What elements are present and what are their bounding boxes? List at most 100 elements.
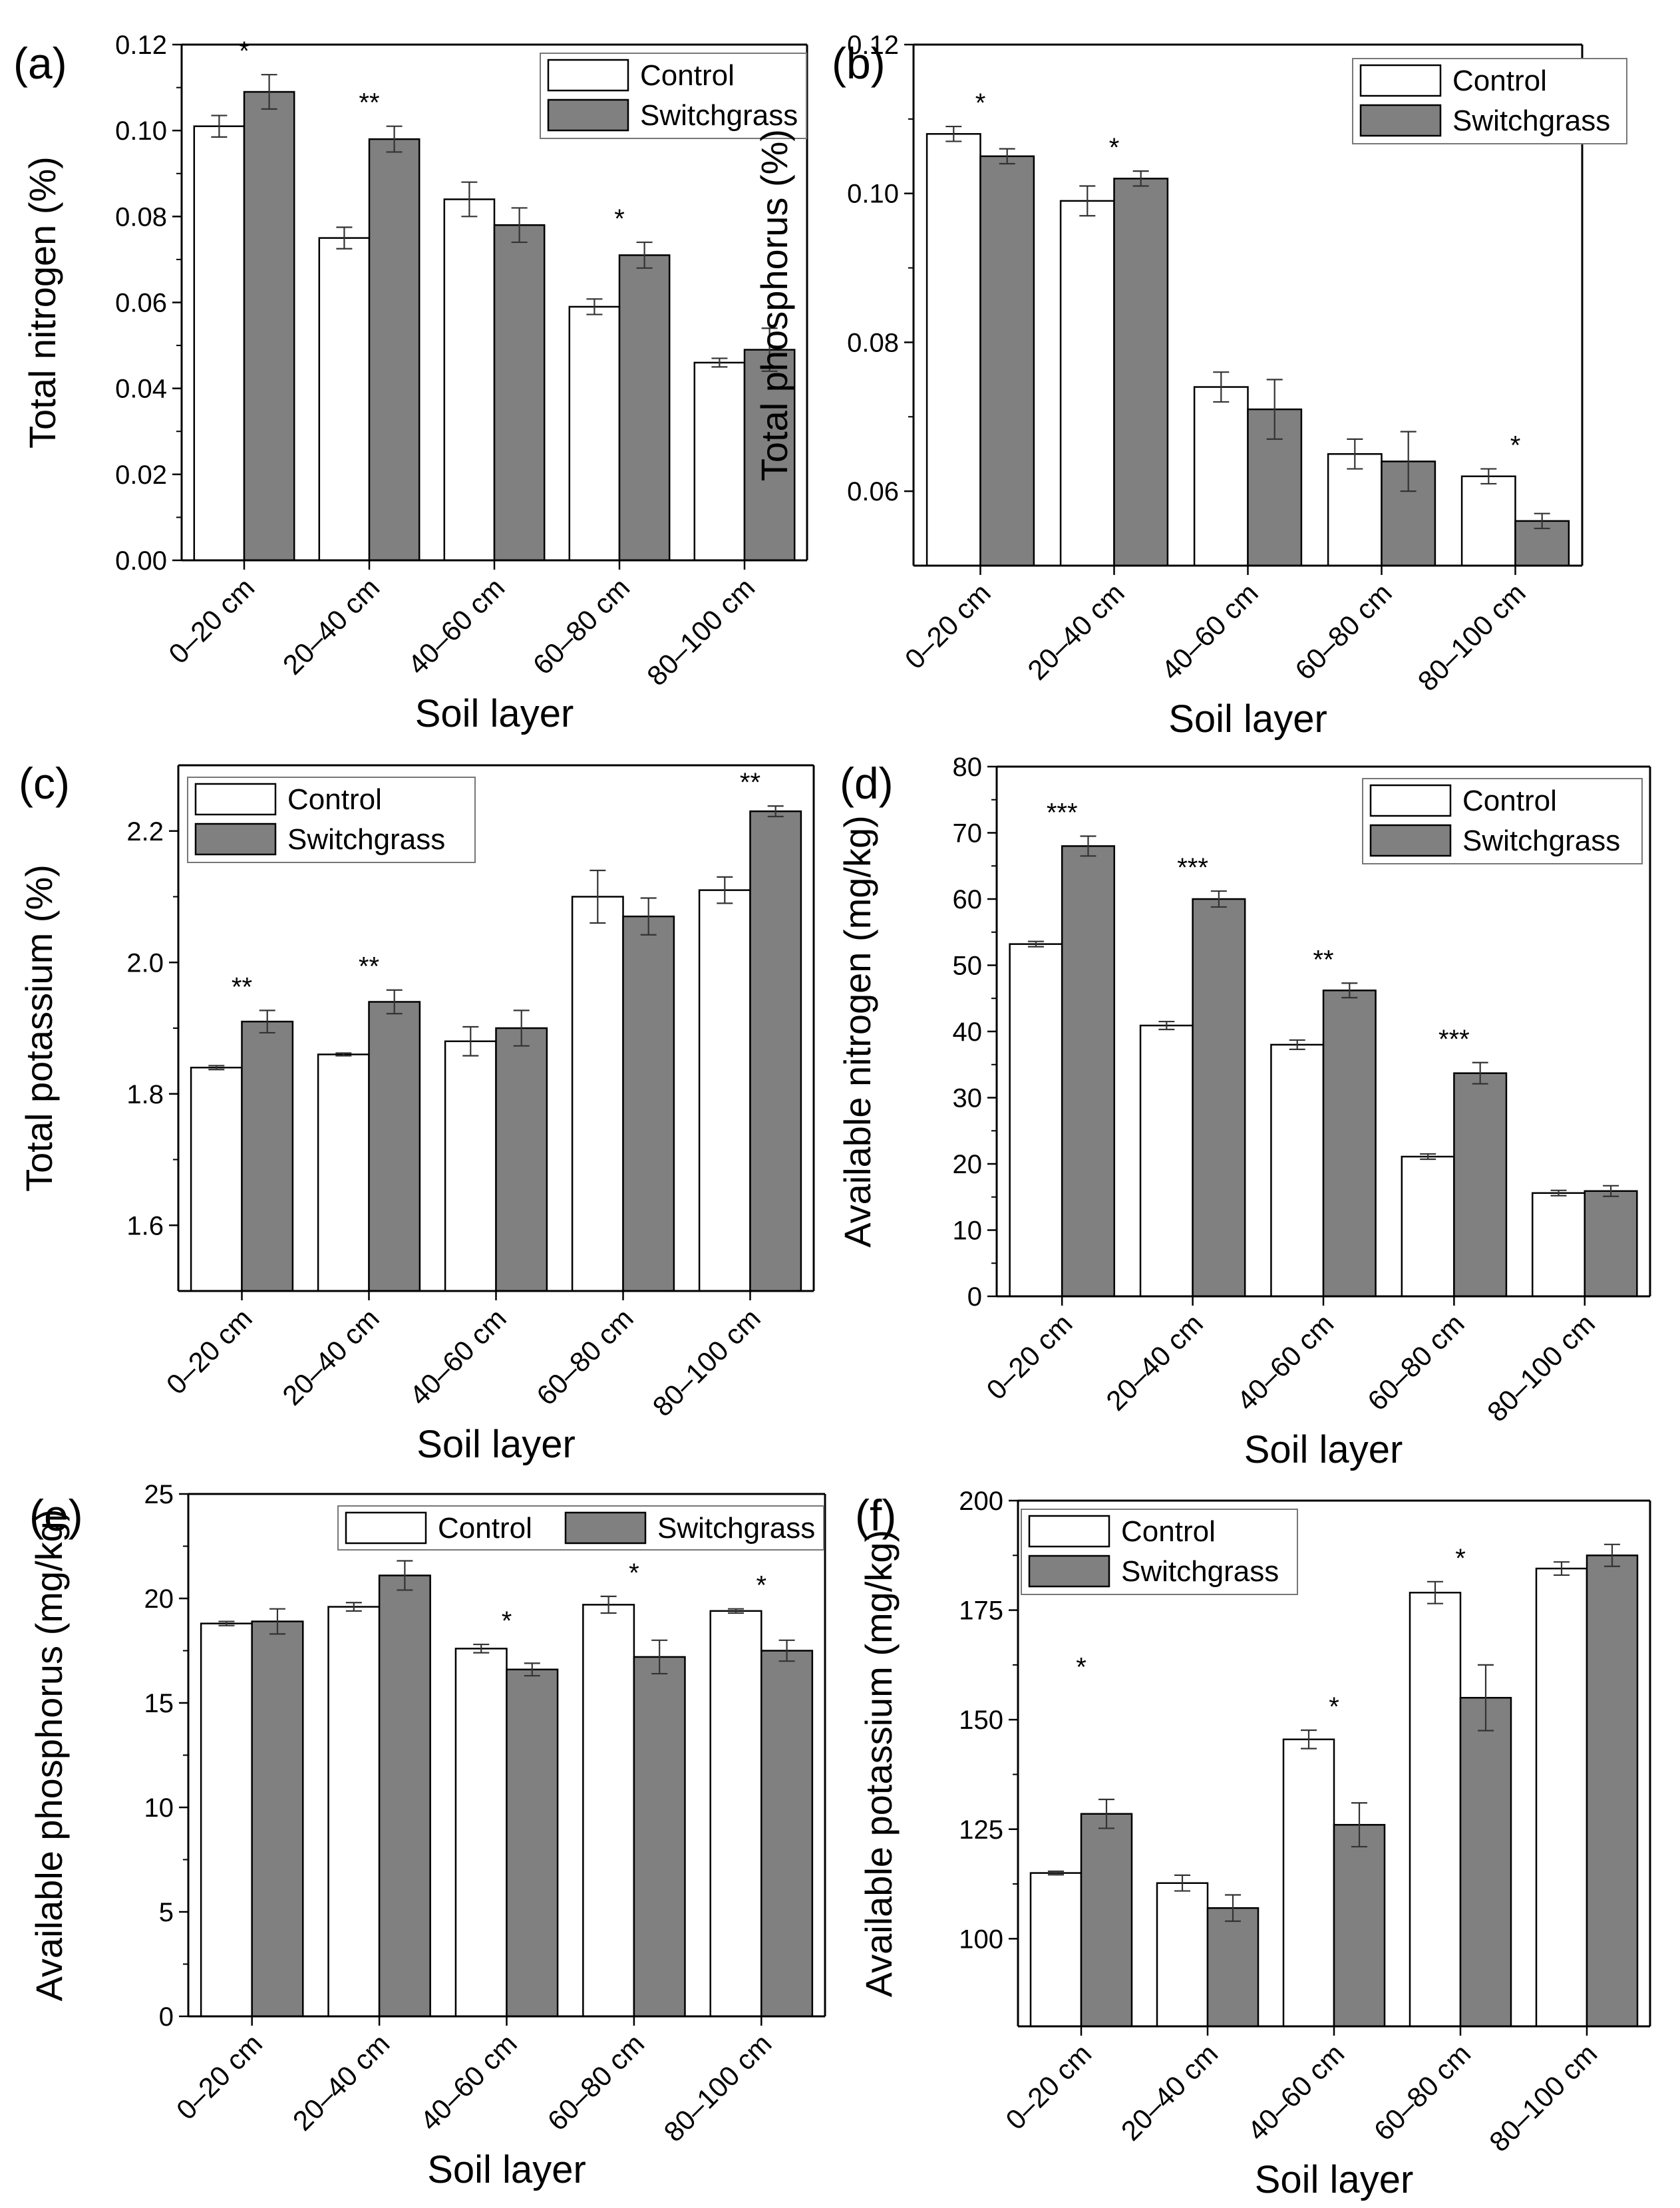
x-tick-label: 40–60 cm — [403, 1302, 512, 1411]
legend-label: Control — [438, 1512, 532, 1545]
control-bar — [571, 896, 624, 1292]
switchgrass-bar — [749, 810, 802, 1292]
x-tick-label: 40–60 cm — [1231, 1308, 1340, 1417]
legend-swatch-control — [345, 1511, 427, 1545]
legend-label: Switchgrass — [657, 1512, 815, 1545]
error-bar — [1604, 1543, 1620, 1567]
y-tick-label: 200 — [959, 1487, 1003, 1516]
error-bar — [513, 1010, 530, 1047]
legend: Control Switchgrass — [1021, 1509, 1298, 1595]
chart-panel-a: (a) * 0–20 cm ** 20–40 cm 40–60 cm * 60–80 cm 80… — [13, 31, 808, 735]
error-bar — [1400, 431, 1417, 492]
control-bar — [582, 1604, 635, 2018]
legend-swatch-switchgrass — [1359, 104, 1442, 137]
control-bar — [200, 1622, 253, 2018]
error-bar — [462, 1025, 479, 1057]
significance-mark: * — [975, 89, 986, 118]
switchgrass-bar — [368, 138, 420, 562]
switchgrass-bar — [979, 155, 1035, 567]
switchgrass-bar — [1333, 1823, 1386, 2028]
significance-mark: ** — [740, 768, 760, 797]
control-bar — [1531, 1192, 1586, 1298]
significance-mark: * — [1076, 1652, 1087, 1682]
switchgrass-bar — [1061, 845, 1116, 1298]
significance-mark: * — [1455, 1544, 1466, 1573]
y-tick-label: 10 — [144, 1793, 174, 1823]
y-tick-label: 0.08 — [847, 328, 899, 357]
y-tick-label: 70 — [953, 819, 983, 848]
panel-label: (e) — [29, 1491, 83, 1540]
switchgrass-bar — [743, 349, 796, 562]
y-axis-title: Total potassium (%) — [18, 864, 60, 1192]
significance-mark: ** — [359, 89, 379, 118]
error-bar — [1174, 1874, 1190, 1892]
error-bar — [386, 989, 403, 1015]
y-tick-label: 0.10 — [115, 116, 167, 146]
chart-panel-d: (d) *** 0–20 cm *** 20–40 cm ** 40–60 cm *** 60–… — [836, 753, 1651, 1471]
switchgrass-bar — [1453, 1072, 1508, 1298]
error-bar — [636, 241, 653, 269]
significance-mark: * — [1329, 1692, 1339, 1722]
error-bar — [1079, 185, 1096, 217]
legend-label: Control — [1452, 65, 1547, 97]
switchgrass-bar — [495, 1027, 548, 1292]
chart-panel-b: (b) * 0–20 cm * 20–40 cm 40–60 cm 60–80 cm * 80–… — [753, 31, 1627, 741]
switchgrass-bar — [1586, 1555, 1639, 2028]
legend-swatch-switchgrass — [564, 1511, 647, 1545]
significance-mark: * — [239, 37, 250, 66]
error-bar — [767, 805, 784, 818]
control-bar — [444, 1040, 497, 1292]
significance-mark: * — [1109, 133, 1120, 162]
error-bar — [218, 1620, 235, 1626]
y-axis-title: Available potassium (mg/kg) — [858, 1530, 900, 1997]
y-tick-label: 2.0 — [126, 948, 164, 978]
switchgrass-bar — [493, 224, 546, 562]
y-tick-label: 60 — [953, 885, 983, 914]
control-bar — [1059, 200, 1115, 567]
y-axis-title: Total phosphorus (%) — [753, 129, 795, 481]
control-bar — [1139, 1024, 1194, 1298]
error-bar — [1213, 371, 1230, 403]
x-axis-title: Soil layer — [1255, 2158, 1414, 2201]
legend-swatch-switchgrass — [194, 823, 277, 856]
control-bar — [925, 132, 981, 567]
control-bar — [709, 1610, 762, 2018]
x-tick-label: 60–80 cm — [527, 572, 636, 681]
legend-swatch-control — [1028, 1515, 1110, 1548]
y-tick-label: 20 — [144, 1584, 174, 1614]
error-bar — [1098, 1798, 1114, 1829]
error-bar — [524, 1662, 540, 1677]
x-tick-label: 60–80 cm — [1361, 1308, 1470, 1417]
switchgrass-bar — [378, 1574, 431, 2018]
significance-mark: ** — [359, 952, 379, 982]
significance-mark: * — [614, 204, 625, 234]
error-bar — [1420, 1153, 1436, 1161]
legend-swatch-switchgrass — [1369, 824, 1452, 857]
x-tick-label: 20–40 cm — [277, 572, 386, 681]
panel-label: (c) — [19, 759, 70, 808]
y-tick-label: 0.00 — [115, 546, 167, 576]
error-bar — [1289, 1039, 1305, 1050]
error-bar — [269, 1608, 285, 1635]
x-tick-label: 80–100 cm — [1412, 577, 1532, 697]
error-bar — [1351, 1802, 1367, 1848]
control-bar — [1460, 475, 1516, 567]
switchgrass-bar — [241, 1020, 294, 1292]
error-bar — [717, 876, 733, 904]
y-tick-label: 0 — [159, 2002, 174, 2032]
control-bar — [1401, 1155, 1455, 1298]
y-tick-label: 0.04 — [115, 375, 167, 404]
y-axis-title: Available nitrogen (mg/kg) — [836, 815, 878, 1248]
x-tick-label: 60–80 cm — [542, 2028, 651, 2137]
x-tick-label: 20–40 cm — [1100, 1308, 1209, 1417]
y-tick-label: 80 — [953, 753, 983, 782]
y-tick-label: 40 — [953, 1017, 983, 1047]
error-bar — [461, 181, 478, 218]
legend-swatch-control — [194, 783, 277, 816]
switchgrass-bar — [1584, 1190, 1638, 1298]
legend-swatch-switchgrass — [1028, 1555, 1110, 1588]
x-tick-label: 20–40 cm — [1115, 2038, 1224, 2147]
legend-swatch-control — [1369, 784, 1452, 817]
error-bar — [600, 1595, 617, 1614]
error-bar — [1534, 512, 1550, 530]
